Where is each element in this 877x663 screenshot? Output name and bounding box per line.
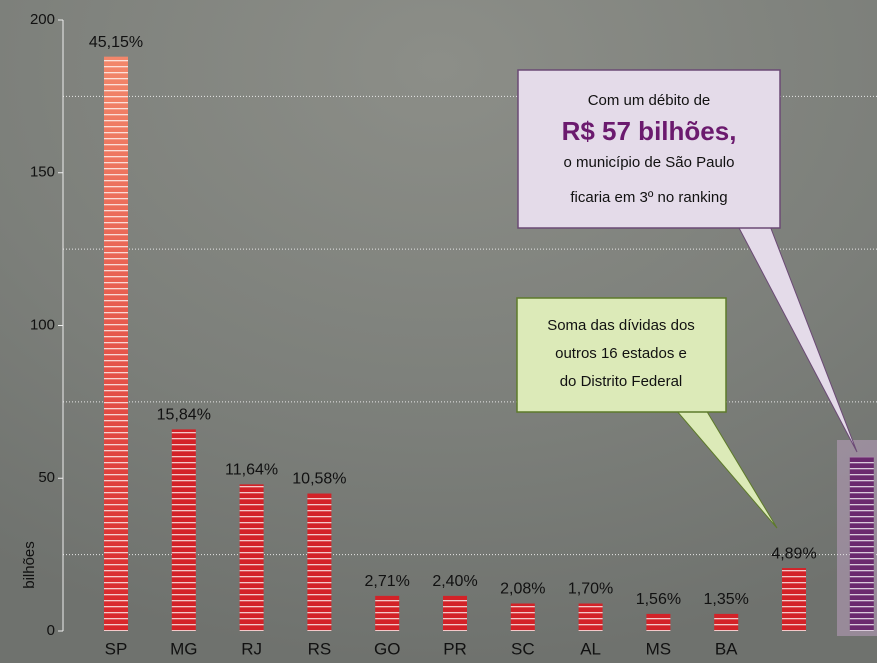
bar-stripes xyxy=(307,494,331,631)
y-tick-label: 200 xyxy=(30,11,55,28)
value-label: 10,58% xyxy=(292,471,346,488)
value-label: 2,08% xyxy=(500,581,545,598)
x-tick-label: MG xyxy=(170,639,197,658)
callout-text: o município de São Paulo xyxy=(564,154,735,171)
x-tick-label: MS xyxy=(646,639,672,658)
x-tick-label: RS xyxy=(308,639,332,658)
x-tick-label: SC xyxy=(511,639,535,658)
x-tick-label: SP xyxy=(105,639,128,658)
value-label: 1,70% xyxy=(568,581,613,598)
value-label: 15,84% xyxy=(157,407,211,424)
value-label: 1,56% xyxy=(636,591,681,608)
bar-stripes xyxy=(782,568,806,631)
value-label: 4,89% xyxy=(771,545,816,562)
y-tick-label: 50 xyxy=(38,469,55,486)
y-tick-label: 150 xyxy=(30,164,55,181)
bar-stripes xyxy=(240,484,264,631)
callout-text: ficaria em 3º no ranking xyxy=(570,189,727,206)
x-tick-label: RJ xyxy=(241,639,262,658)
bar-stripes xyxy=(443,596,467,631)
x-tick-label: BA xyxy=(715,639,738,658)
bar-stripes xyxy=(511,604,535,631)
callout-highlight: R$ 57 bilhões, xyxy=(562,116,737,146)
bar-stripes xyxy=(646,614,670,631)
value-label: 2,71% xyxy=(365,573,410,590)
bar-stripes xyxy=(104,57,128,631)
callout-tail-cover xyxy=(677,408,705,411)
value-label: 45,15% xyxy=(89,34,143,51)
callout-text: outros 16 estados e xyxy=(555,345,687,362)
x-tick-label: AL xyxy=(580,639,601,658)
value-label: 2,40% xyxy=(432,573,477,590)
callout-text: Soma das dívidas dos xyxy=(547,317,695,334)
callout-text: Com um débito de xyxy=(588,92,711,109)
value-label: 11,64% xyxy=(225,462,278,479)
x-tick-label: GO xyxy=(374,639,400,658)
value-label: 1,35% xyxy=(704,591,749,608)
bar-stripes xyxy=(714,614,738,631)
y-tick-label: 100 xyxy=(30,316,55,333)
callout-tail-cover xyxy=(739,224,769,227)
y-axis-label: bilhões xyxy=(21,541,38,589)
bar-stripes xyxy=(375,596,399,631)
bar-stripes xyxy=(850,457,874,631)
bar-stripes xyxy=(172,429,196,631)
bar-stripes xyxy=(579,604,603,631)
chart: bilhões 0 50 100 150 200 SP 45,15% MG 15,84% RJ 11… xyxy=(0,0,877,663)
callout-text: do Distrito Federal xyxy=(560,373,683,390)
y-tick-label: 0 xyxy=(47,622,55,639)
x-tick-label: PR xyxy=(443,639,467,658)
